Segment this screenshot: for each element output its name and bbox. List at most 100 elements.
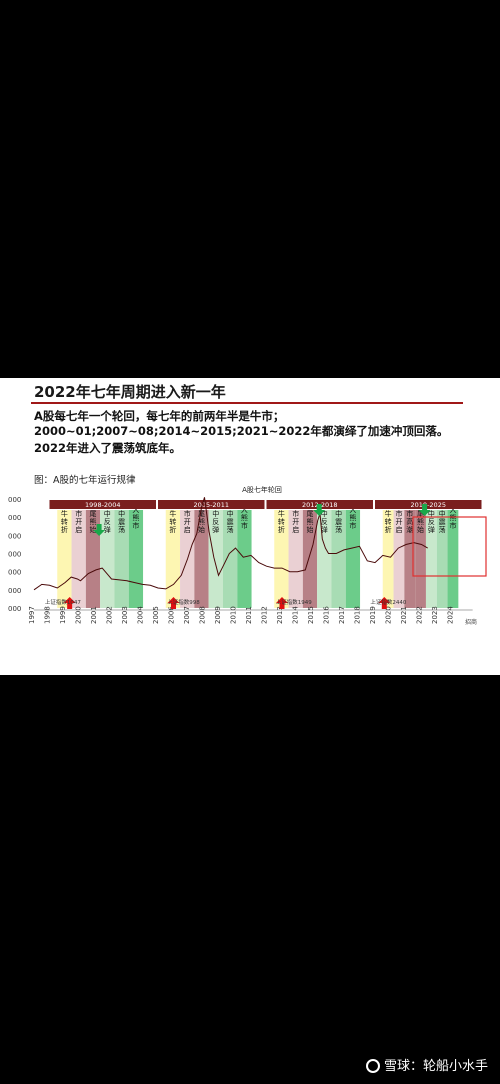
phase-band bbox=[393, 510, 405, 608]
phase-band bbox=[288, 510, 303, 608]
x-tick-label: 2022 bbox=[416, 606, 424, 624]
period-label: 1998-2004 bbox=[85, 501, 120, 509]
phase-band bbox=[436, 510, 448, 608]
slide-title: 2022年七年周期进入新一年 bbox=[34, 383, 226, 401]
phase-band bbox=[447, 510, 459, 608]
period-header bbox=[158, 500, 265, 509]
period-label: 2019-2025 bbox=[411, 501, 446, 509]
phase-label: 熊中反弹 bbox=[320, 501, 328, 534]
y-tick-label: 000 bbox=[8, 605, 21, 613]
phase-band bbox=[382, 510, 394, 608]
title-rule bbox=[31, 402, 463, 404]
phase-label: 牛尾熊始 bbox=[417, 501, 425, 534]
up-arrow-icon bbox=[378, 597, 391, 609]
y-tick-label: 000 bbox=[8, 514, 21, 522]
phase-band bbox=[274, 510, 289, 608]
up-arrow-icon bbox=[276, 597, 288, 609]
source-label: 招商 bbox=[465, 618, 477, 626]
index-line-series bbox=[33, 497, 428, 591]
phase-label: 熊中震荡 bbox=[438, 501, 446, 534]
x-tick-label: 2017 bbox=[338, 606, 346, 624]
phase-band bbox=[404, 510, 416, 608]
x-tick-label: 2005 bbox=[152, 606, 160, 624]
phase-band bbox=[345, 510, 361, 608]
x-tick-label: 2014 bbox=[292, 606, 300, 624]
bottom-watermark-text: 雪球：轮船小水手 bbox=[383, 1059, 488, 1074]
phase-label: 大熊市 bbox=[449, 505, 457, 530]
x-tick-label: 2009 bbox=[214, 606, 222, 624]
bottom-watermark: 雪球：轮船小水手 bbox=[365, 1055, 488, 1074]
x-tick-label: 2008 bbox=[199, 606, 207, 624]
phase-band bbox=[302, 510, 318, 608]
phase-band bbox=[317, 510, 332, 608]
chart-title: A股七年轮回 bbox=[242, 485, 282, 494]
x-axis: 1997 1998 1999 2000 2001 2002 2003 2004 2005 2006… bbox=[28, 606, 473, 624]
phase-band bbox=[415, 510, 426, 608]
x-tick-label: 2023 bbox=[431, 606, 439, 624]
y-tick-label: 000 bbox=[8, 569, 21, 577]
y-tick-label: 000 bbox=[8, 532, 21, 540]
period-header bbox=[49, 500, 156, 509]
y-tick-label: 000 bbox=[8, 496, 21, 504]
x-tick-label: 2002 bbox=[106, 606, 114, 624]
bullet-line-1: A股每七年一个轮回，每七年的前两年半是牛市； bbox=[34, 409, 285, 423]
phase-band bbox=[331, 510, 346, 608]
phase-band bbox=[57, 510, 72, 608]
phase-label: 熊中震荡 bbox=[118, 501, 126, 534]
x-tick-label: 2020 bbox=[385, 606, 393, 624]
x-tick-label: 2007 bbox=[183, 606, 191, 624]
phase-label: 牛市开启 bbox=[183, 501, 191, 534]
phase-label: 熊中反弹 bbox=[103, 501, 111, 534]
x-tick-label: 2011 bbox=[245, 606, 253, 624]
x-tick-label: 2018 bbox=[354, 606, 362, 624]
phase-label: 熊中反弹 bbox=[212, 501, 220, 534]
watermark-text: 雪球：轮船小水手 bbox=[383, 656, 488, 671]
bullet-line-2: 2000~01;2007~08;2014~2015;2021~2022年都演绎了… bbox=[34, 424, 449, 438]
phase-label: 牛尾熊始 bbox=[306, 501, 314, 534]
x-tick-label: 2015 bbox=[307, 606, 315, 624]
y-tick-label: 000 bbox=[8, 551, 21, 559]
phase-band bbox=[71, 510, 86, 608]
phase-label: 牛尾熊始 bbox=[198, 501, 206, 534]
phase-label: 大熊市 bbox=[132, 505, 140, 530]
phase-label: 熊中震荡 bbox=[226, 501, 234, 534]
phase-label: 熊中反弹 bbox=[427, 501, 435, 534]
phase-band bbox=[208, 510, 223, 608]
period-label: 2005-2011 bbox=[194, 501, 229, 509]
index-annotation: 上证指数2440 bbox=[370, 598, 406, 606]
bullet-line-3: 2022年进入了震荡筑底年。 bbox=[34, 441, 182, 455]
phase-label: 大熊市 bbox=[240, 505, 248, 530]
index-annotation: 上证指数1949 bbox=[276, 598, 312, 606]
x-tick-label: 1999 bbox=[59, 606, 67, 624]
phase-band bbox=[425, 510, 437, 608]
phase-label: 熊牛转折 bbox=[277, 501, 285, 534]
x-tick-label: 2003 bbox=[121, 606, 129, 624]
phase-band bbox=[100, 510, 115, 608]
snowball-logo-icon bbox=[365, 1059, 380, 1073]
index-annotations: 上证指数1047 上证指数998 上证指数1949 上证指数2440 bbox=[45, 598, 407, 606]
period-header bbox=[375, 500, 482, 509]
phase-label: 大熊市 bbox=[349, 505, 357, 530]
phase-band bbox=[237, 510, 252, 608]
x-tick-label: 2010 bbox=[230, 606, 238, 624]
phase-band bbox=[194, 510, 209, 608]
x-tick-label: 2021 bbox=[400, 606, 408, 624]
phase-label: 牛市开启 bbox=[395, 501, 403, 534]
cycle-chart: 熊牛转折 牛市开启 牛尾熊始 熊中反弹 熊中震荡 大熊市 熊牛转折 牛市开启 牛尾熊始 熊中反弹熊… bbox=[8, 485, 487, 626]
up-arrow-icon bbox=[63, 597, 76, 609]
y-tick-label: 000 bbox=[8, 587, 21, 595]
phase-label: 熊中震荡 bbox=[335, 501, 343, 534]
up-arrow-icon bbox=[167, 597, 180, 609]
phase-label: 熊牛转折 bbox=[169, 501, 177, 534]
phase-bands: 熊牛转折 牛市开启 牛尾熊始 熊中反弹 熊中震荡 大熊市 熊牛转折 牛市开启 牛尾熊始 熊中反弹熊… bbox=[57, 501, 459, 608]
x-tick-label: 2013 bbox=[276, 606, 284, 624]
phase-band bbox=[114, 510, 129, 608]
x-tick-label: 2004 bbox=[137, 606, 145, 624]
down-arrow-icon bbox=[93, 524, 106, 536]
down-arrow-icon bbox=[313, 504, 326, 516]
x-tick-label: 2000 bbox=[75, 606, 83, 624]
x-tick-label: 2006 bbox=[168, 606, 176, 624]
slide: 2022年七年周期进入新一年 A股每七年一个轮回，每七年的前两年半是牛市； 20… bbox=[0, 378, 500, 675]
index-annotation: 上证指数1047 bbox=[45, 598, 81, 606]
